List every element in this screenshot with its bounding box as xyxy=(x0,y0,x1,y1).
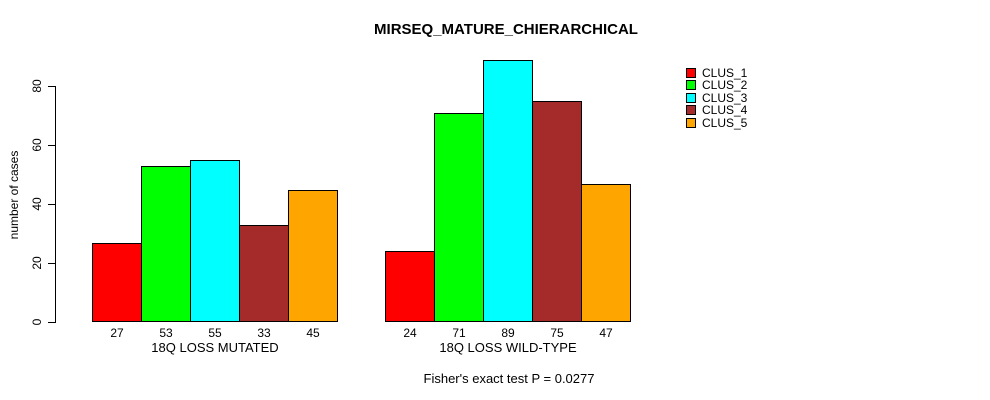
bar-value-label: 53 xyxy=(159,326,173,340)
bar-clus-4-group-2 xyxy=(532,101,582,322)
legend-swatch-clus-3 xyxy=(686,92,696,103)
bar-value-label: 55 xyxy=(208,326,222,340)
bar-clus-5-group-2 xyxy=(581,184,631,322)
y-axis-line xyxy=(55,86,56,323)
y-axis-tick xyxy=(48,86,55,87)
chart-title: MIRSEQ_MATURE_CHIERARCHICAL xyxy=(374,21,638,38)
bar-value-label: 33 xyxy=(257,326,271,340)
legend-swatch-clus-4 xyxy=(686,105,696,116)
legend-item: CLUS_4 xyxy=(686,103,748,118)
y-axis-tick xyxy=(48,322,55,323)
legend-item: CLUS_5 xyxy=(686,115,748,130)
y-axis-tick-label: 40 xyxy=(30,197,44,211)
y-axis-label: number of cases xyxy=(7,150,21,240)
bar-clus-1-group-1 xyxy=(92,243,142,322)
legend-item: CLUS_3 xyxy=(686,90,748,105)
stat-annotation: Fisher's exact test P = 0.0277 xyxy=(423,371,595,386)
legend-label: CLUS_3 xyxy=(702,90,748,105)
bar-clus-1-group-2 xyxy=(385,251,435,322)
y-axis-tick xyxy=(48,145,55,146)
group-label: 18Q LOSS WILD-TYPE xyxy=(439,340,577,355)
y-axis-tick-label: 20 xyxy=(30,256,44,270)
y-axis-tick-label: 0 xyxy=(30,318,44,326)
legend-label: CLUS_4 xyxy=(702,103,748,118)
bar-value-label: 27 xyxy=(110,326,124,340)
y-axis-tick-label: 60 xyxy=(30,138,44,152)
bar-value-label: 47 xyxy=(599,326,613,340)
y-axis-tick-label: 80 xyxy=(30,79,44,93)
y-axis-tick xyxy=(48,204,55,205)
bar-value-label: 89 xyxy=(501,326,515,340)
legend-item: CLUS_1 xyxy=(686,66,748,80)
legend-label: CLUS_1 xyxy=(702,66,748,80)
bar-value-label: 45 xyxy=(306,326,320,340)
bar-value-label: 75 xyxy=(550,326,564,340)
bar-clus-2-group-2 xyxy=(434,113,484,322)
legend-label: CLUS_5 xyxy=(702,115,748,130)
legend-swatch-clus-2 xyxy=(686,80,696,91)
bar-clus-2-group-1 xyxy=(141,166,191,322)
bar-clus-5-group-1 xyxy=(288,190,338,322)
legend-item: CLUS_2 xyxy=(686,78,748,93)
legend-label: CLUS_2 xyxy=(702,78,748,93)
legend-swatch-clus-5 xyxy=(686,117,696,128)
bar-clus-3-group-2 xyxy=(483,60,533,322)
bar-value-label: 24 xyxy=(403,326,417,340)
bar-clus-4-group-1 xyxy=(239,225,289,322)
y-axis-tick xyxy=(48,263,55,264)
group-label: 18Q LOSS MUTATED xyxy=(151,340,279,355)
legend-swatch-clus-1 xyxy=(686,68,696,78)
bar-value-label: 71 xyxy=(452,326,466,340)
bar-clus-3-group-1 xyxy=(190,160,240,322)
